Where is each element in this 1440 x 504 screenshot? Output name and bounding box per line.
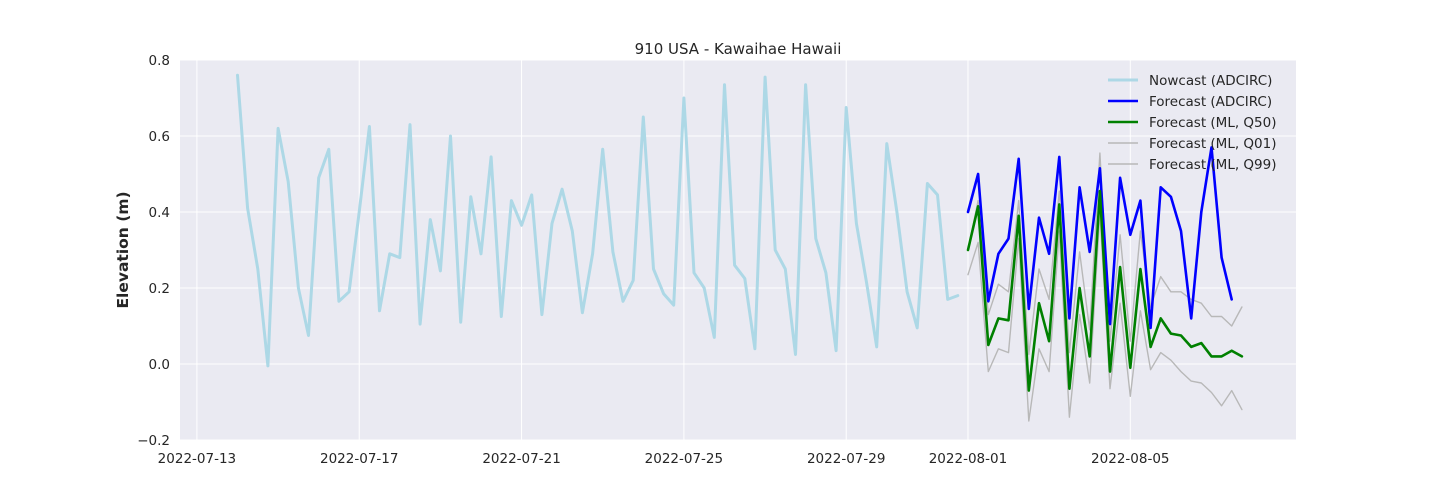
- legend-label: Nowcast (ADCIRC): [1149, 73, 1272, 89]
- legend-label: Forecast (ML, Q99): [1149, 157, 1277, 173]
- y-tick-label: 0.8: [149, 53, 170, 69]
- y-tick-label: 0.6: [149, 129, 170, 145]
- x-tick-label: 2022-07-25: [645, 451, 723, 467]
- series-lines: [236, 73, 1244, 422]
- series-line: [966, 146, 1233, 330]
- x-tick-label: 2022-07-17: [320, 451, 398, 467]
- series-line: [236, 73, 960, 368]
- legend: Nowcast (ADCIRC) Forecast (ADCIRC) Forecas…: [1108, 73, 1277, 173]
- x-tick-label: 2022-07-29: [807, 451, 885, 467]
- chart-title: 910 USA - Kawaihae Hawaii: [635, 40, 842, 58]
- y-tick-label: −0.2: [137, 433, 170, 449]
- y-axis-label: Elevation (m): [114, 191, 132, 308]
- legend-label: Forecast (ML, Q50): [1149, 115, 1277, 131]
- x-tick-label: 2022-08-01: [929, 451, 1007, 467]
- y-tick-label: 0.0: [149, 357, 170, 373]
- legend-label: Forecast (ADCIRC): [1149, 94, 1272, 110]
- y-tick-label: 0.4: [149, 205, 170, 221]
- x-tick-label: 2022-07-21: [482, 451, 560, 467]
- series-line: [966, 189, 1244, 392]
- x-tick-label: 2022-08-05: [1091, 451, 1169, 467]
- legend-label: Forecast (ML, Q01): [1149, 136, 1277, 152]
- axis-labels: −0.2 0.0 0.2 0.4 0.6 0.8 2022-07-13 2022-07-17 2…: [137, 53, 1169, 467]
- y-tick-label: 0.2: [149, 281, 170, 297]
- x-tick-label: 2022-07-13: [158, 451, 236, 467]
